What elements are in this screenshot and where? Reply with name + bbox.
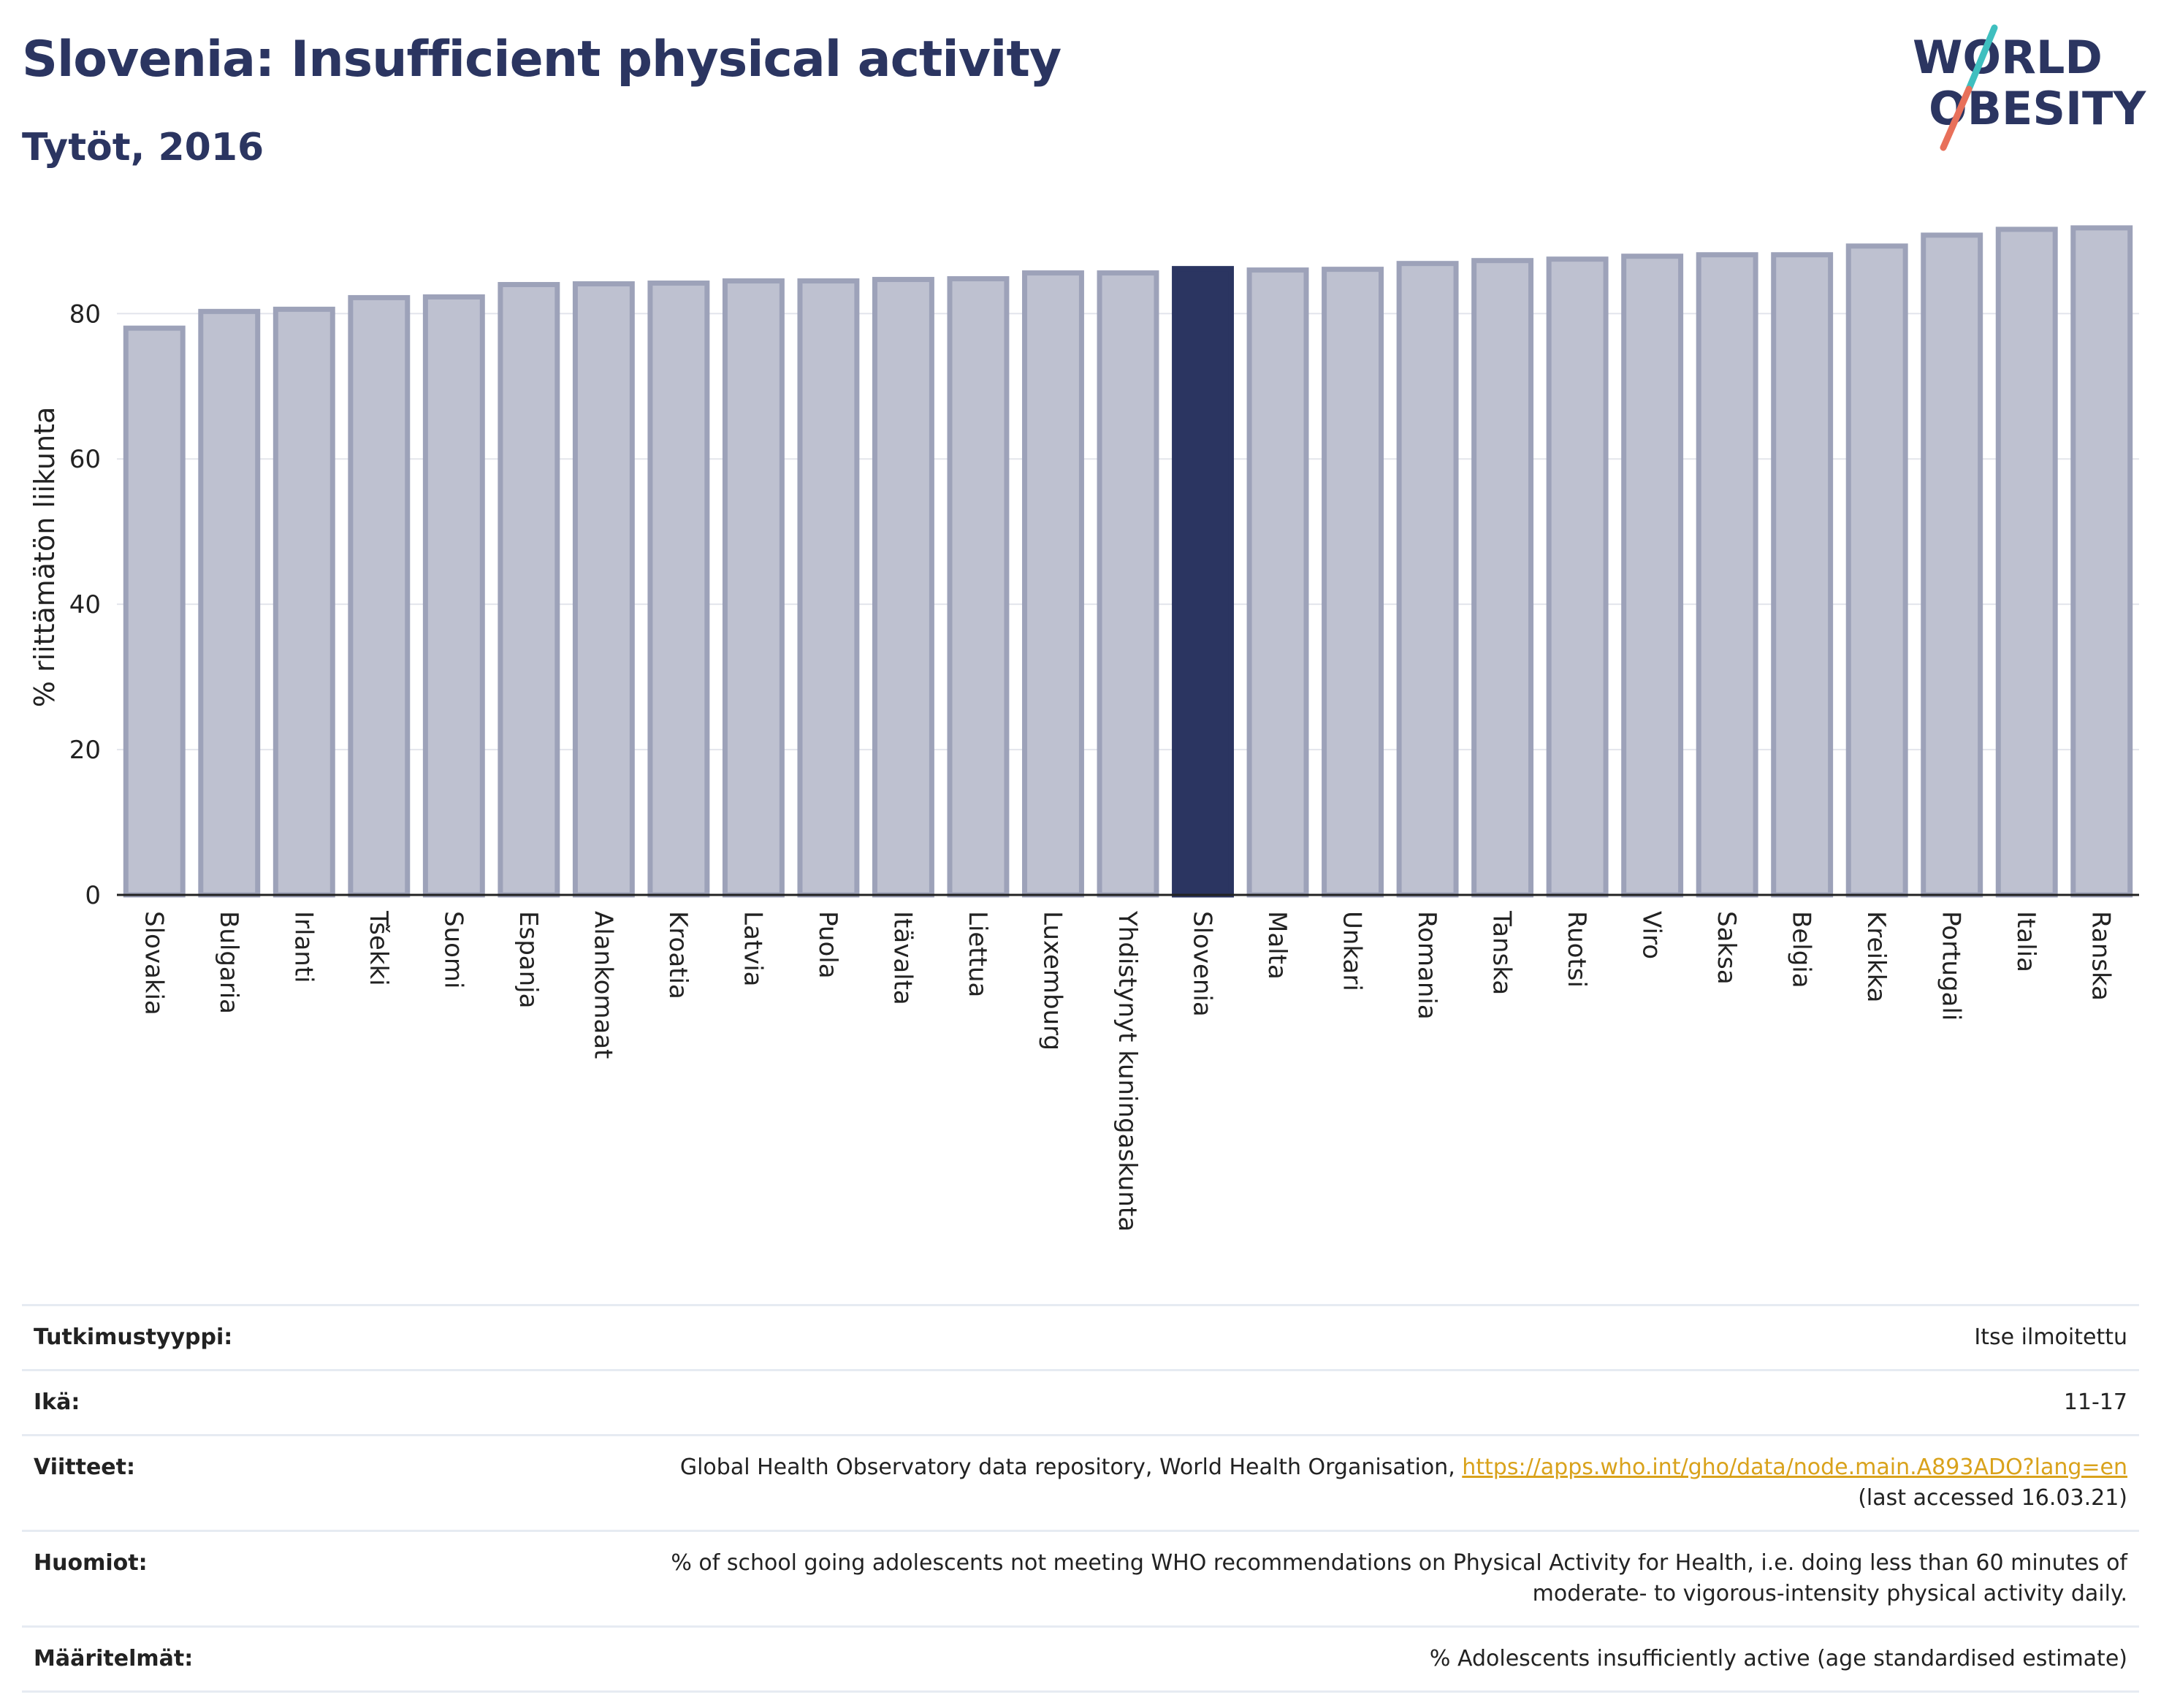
bar-slovakia (123, 325, 186, 898)
y-tick-label: 20 (69, 736, 101, 765)
x-tick-label: Ranska (2086, 911, 2116, 1001)
x-tick-label: Espanja (514, 911, 543, 1008)
info-row-notes: Huomiot: % of school going adolescents n… (22, 1530, 2139, 1627)
info-value-group: Global Health Observatory data repositor… (264, 1436, 2139, 1531)
bar-itävalta (872, 277, 934, 898)
info-key: Tutkimustyyppi: (34, 1324, 233, 1350)
x-tick-label: Yhdistynyt kuningaskunta (1113, 910, 1142, 1232)
bar-suomi (422, 294, 485, 898)
info-value: 11-17 (2063, 1389, 2127, 1415)
bar-tanska (1471, 258, 1534, 898)
bar-viro (1621, 253, 1684, 898)
x-tick-label: Irlanti (289, 911, 318, 983)
bar-irlanti (272, 306, 335, 898)
x-tick-label: Romania (1412, 911, 1441, 1020)
bar-italia (1995, 226, 2058, 898)
y-tick-label: 60 (69, 445, 101, 474)
info-row-references: Viitteet: Global Health Observatory data… (22, 1435, 2139, 1531)
x-tick-label: Luxemburg (1037, 911, 1067, 1051)
tick-labels: 0 20 40 60 80 Slovakia Bulgaria Irlanti Tšekki Su… (69, 300, 2116, 1232)
bar-romania (1396, 261, 1459, 898)
x-tick-label: Tanska (1487, 910, 1517, 995)
bar-alankomaat (572, 281, 635, 898)
bar-malta (1246, 267, 1309, 898)
info-table: Tutkimustyyppi: Itse ilmoitettu Ikä: 11-… (22, 1304, 2139, 1693)
bar-latvia (722, 278, 785, 898)
info-row-age: Ikä: 11-17 (22, 1370, 2139, 1436)
info-row-study-type: Tutkimustyyppi: Itse ilmoitettu (22, 1305, 2139, 1370)
world-obesity-logo: WORLD OBESITY (1913, 24, 2146, 151)
info-value: Global Health Observatory data repositor… (679, 1455, 1463, 1480)
x-tick-label: Tšekki (364, 910, 393, 986)
info-key: Viitteet: (34, 1455, 135, 1480)
x-tick-label: Alankomaat (588, 911, 617, 1059)
bar-puola (797, 278, 860, 898)
page-subtitle: Tytöt, 2016 (22, 126, 264, 169)
bar-espanja (498, 282, 560, 898)
y-tick-label: 80 (69, 300, 101, 329)
logo-slash-top (1965, 24, 1998, 93)
info-value-second-line: (last accessed 16.03.21) (1858, 1485, 2127, 1511)
reference-link[interactable]: https://apps.who.int/gho/data/node.main.… (1462, 1455, 2127, 1480)
bar-unkari (1322, 267, 1384, 898)
bars (123, 225, 2133, 898)
info-key: Ikä: (34, 1389, 80, 1415)
bar-tšekki (348, 294, 411, 898)
bar-yhdistynyt-kuningaskunta (1097, 270, 1159, 898)
bar-bulgaria (198, 308, 261, 898)
bar-kreikka (1845, 243, 1908, 898)
x-tick-label: Kreikka (1861, 911, 1891, 1003)
x-tick-label: Slovenia (1188, 911, 1217, 1017)
info-value-second-line: moderate- to vigorous-intensity physical… (1532, 1581, 2127, 1606)
page-title: Slovenia: Insufficient physical activity (22, 31, 1062, 88)
x-tick-label: Itävalta (888, 911, 917, 1005)
bar-ruotsi (1546, 256, 1609, 898)
x-tick-label: Suomi (438, 911, 468, 989)
info-value: % of school going adolescents not meetin… (671, 1550, 2127, 1576)
bar-liettua (947, 276, 1010, 898)
x-tick-label: Viro (1637, 911, 1666, 959)
x-tick-label: Malta (1262, 911, 1292, 980)
x-tick-label: Kroatia (663, 911, 693, 999)
x-tick-label: Ruotsi (1562, 911, 1591, 988)
y-tick-label: 0 (85, 881, 101, 910)
bar-belgia (1771, 252, 1834, 898)
bar-portugali (1921, 232, 1983, 898)
info-row-definitions: Määritelmät: % Adolescents insufficientl… (22, 1626, 2139, 1692)
logo-slash-bottom (1940, 85, 1973, 151)
x-tick-label: Belgia (1787, 911, 1816, 988)
bar-saksa (1696, 252, 1758, 898)
x-tick-label: Unkari (1338, 911, 1367, 991)
x-tick-label: Puola (813, 911, 842, 979)
info-value: % Adolescents insufficiently active (age… (1429, 1646, 2127, 1671)
bar-chart: 0 20 40 60 80 Slovakia Bulgaria Irlanti Tšekki Su… (28, 225, 2139, 1232)
x-tick-label: Bulgaria (214, 911, 243, 1014)
y-tick-label: 40 (69, 590, 101, 619)
x-tick-label: Latvia (738, 911, 767, 987)
bar-slovenia (1172, 266, 1234, 898)
x-tick-label: Italia (2011, 911, 2040, 972)
x-tick-label: Slovakia (139, 911, 168, 1015)
bar-luxemburg (1022, 270, 1084, 898)
info-key: Määritelmät: (34, 1646, 194, 1671)
info-value-group: % of school going adolescents not meetin… (264, 1531, 2139, 1627)
x-tick-label: Liettua (963, 911, 992, 997)
x-tick-label: Portugali (1937, 911, 1966, 1021)
y-axis-label: % riittämätön liikunta (28, 407, 61, 708)
info-value: Itse ilmoitettu (1974, 1324, 2127, 1350)
x-tick-label: Saksa (1712, 911, 1741, 985)
bar-kroatia (647, 281, 710, 898)
bar-ranska (2070, 225, 2133, 898)
logo-line1: WORLD (1913, 31, 2103, 84)
info-key: Huomiot: (34, 1550, 148, 1576)
